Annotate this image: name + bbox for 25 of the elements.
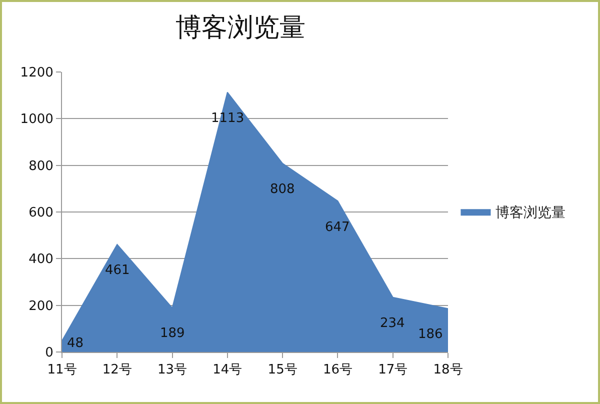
data-label: 461 [105, 263, 130, 278]
x-tick-label: 15号 [268, 362, 298, 378]
data-label: 234 [380, 316, 405, 331]
y-tick-label: 1200 [20, 66, 54, 81]
data-label: 189 [160, 326, 185, 341]
y-tick-label: 200 [28, 298, 54, 314]
data-label: 808 [270, 182, 295, 197]
y-tick-label: 800 [28, 158, 54, 174]
y-tick-label: 1000 [20, 112, 54, 128]
y-tick-label: 600 [28, 206, 54, 221]
data-label: 1113 [211, 111, 244, 126]
x-tick-label: 17号 [378, 362, 408, 378]
y-tick-label: 400 [28, 252, 54, 268]
x-tick-label: 14号 [212, 362, 242, 378]
y-tick-label: 0 [45, 346, 54, 361]
x-tick-label: 11号 [47, 362, 77, 378]
x-tick-label: 12号 [102, 362, 132, 378]
data-label: 647 [325, 220, 350, 235]
x-tick-label: 13号 [158, 362, 188, 378]
data-label: 48 [67, 336, 84, 351]
legend-label: 博客浏览量 [496, 205, 566, 222]
x-tick-label: 16号 [322, 362, 352, 378]
x-tick-label: 18号 [433, 362, 463, 378]
data-label: 186 [418, 327, 443, 342]
chart-title: 博客浏览量 [175, 13, 306, 44]
